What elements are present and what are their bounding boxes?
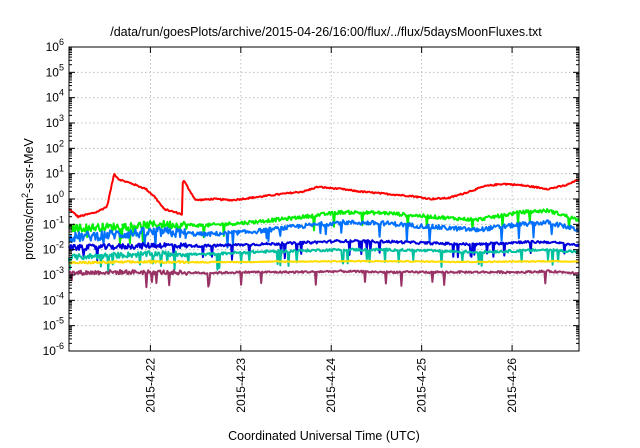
y-tick-label-exponent: -3 bbox=[56, 265, 64, 275]
y-tick-label-exponent: 6 bbox=[59, 37, 64, 47]
x-tick-label: 2015-4-24 bbox=[324, 358, 338, 413]
y-axis-label-main: protons/cm bbox=[22, 198, 36, 260]
y-tick-label-base: 10 bbox=[43, 243, 57, 257]
x-tick-label: 2015-4-26 bbox=[505, 358, 519, 413]
y-tick-label-base: 10 bbox=[46, 141, 60, 155]
x-tick-label: 2015-4-22 bbox=[143, 358, 157, 413]
x-axis-label: Coordinated Universal Time (UTC) bbox=[228, 429, 420, 443]
y-tick-label-base: 10 bbox=[46, 91, 60, 105]
y-tick-label: 102 bbox=[46, 138, 64, 155]
y-tick-label: 103 bbox=[46, 113, 64, 130]
series-line bbox=[68, 259, 580, 265]
series-line bbox=[68, 208, 580, 245]
y-tick-label-exponent: 4 bbox=[59, 88, 64, 98]
y-tick-label-exponent: -1 bbox=[56, 214, 64, 224]
series-line bbox=[68, 247, 580, 273]
y-tick-label: 10-3 bbox=[43, 265, 64, 282]
y-tick-label-exponent: 1 bbox=[59, 164, 64, 174]
y-tick-label-base: 10 bbox=[43, 293, 57, 307]
y-tick-label-base: 10 bbox=[43, 268, 57, 282]
y-tick-label: 10-5 bbox=[43, 316, 64, 333]
x-tick-label: 2015-4-23 bbox=[234, 358, 248, 413]
y-tick-label-base: 10 bbox=[46, 65, 60, 79]
y-tick-label: 10-1 bbox=[43, 214, 64, 231]
y-tick-label: 104 bbox=[46, 88, 64, 105]
y-tick-label-exponent: -2 bbox=[56, 240, 64, 250]
y-tick-label-exponent: -4 bbox=[56, 290, 64, 300]
series-line bbox=[68, 219, 580, 249]
y-tick-label: 10-2 bbox=[43, 240, 64, 257]
chart-title: /data/run/goesPlots/archive/2015-04-26/1… bbox=[110, 25, 542, 39]
y-tick-label-base: 10 bbox=[43, 319, 57, 333]
y-axis-label-superscript: 2 bbox=[20, 193, 30, 198]
y-tick-label-base: 10 bbox=[46, 40, 60, 54]
y-axis-label-rest: -s-sr-MeV bbox=[22, 137, 36, 193]
y-tick-label-exponent: -5 bbox=[56, 316, 64, 326]
grid bbox=[69, 47, 579, 351]
x-axis-ticks: 2015-4-22 2015-4-23 2015-4-24 2015-4-25 2015… bbox=[143, 47, 519, 413]
y-tick-label: 106 bbox=[46, 37, 64, 54]
y-tick-label: 10-6 bbox=[43, 341, 64, 358]
y-tick-label-base: 10 bbox=[46, 116, 60, 130]
y-tick-label-exponent: 5 bbox=[59, 62, 64, 72]
y-tick-label-base: 10 bbox=[46, 192, 60, 206]
series-line bbox=[68, 269, 580, 289]
series-line bbox=[68, 173, 580, 219]
y-tick-label-exponent: 2 bbox=[59, 138, 64, 148]
y-tick-label-base: 10 bbox=[46, 167, 60, 181]
y-tick-label-exponent: -6 bbox=[56, 341, 64, 351]
series-layer bbox=[68, 173, 580, 289]
y-tick-label: 105 bbox=[46, 62, 64, 79]
y-tick-label-base: 10 bbox=[43, 217, 57, 231]
y-tick-label-base: 10 bbox=[43, 344, 57, 358]
x-tick-label: 2015-4-25 bbox=[415, 358, 429, 413]
y-axis-ticks: 10-610-510-410-310-210-11001011021031041… bbox=[43, 37, 579, 358]
y-tick-label-exponent: 0 bbox=[59, 189, 64, 199]
y-axis-label: protons/cm2-s-sr-MeV bbox=[20, 137, 36, 259]
y-tick-label: 101 bbox=[46, 164, 64, 181]
y-tick-label: 10-4 bbox=[43, 290, 64, 307]
series-line bbox=[68, 238, 580, 262]
y-tick-label: 100 bbox=[46, 189, 64, 206]
y-tick-label-exponent: 3 bbox=[59, 113, 64, 123]
